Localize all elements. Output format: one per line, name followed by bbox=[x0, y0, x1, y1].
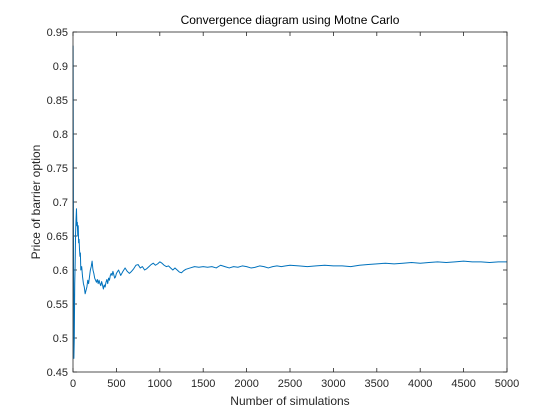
plot-frame bbox=[72, 31, 508, 373]
y-tick-label: 0.65 bbox=[47, 231, 68, 243]
y-tick-label: 0.7 bbox=[53, 197, 68, 209]
x-tick-label: 1500 bbox=[191, 378, 215, 390]
x-tick-label: 500 bbox=[107, 378, 125, 390]
x-tick-label: 3000 bbox=[321, 378, 345, 390]
y-axis-label: Price of barrier option bbox=[29, 145, 43, 260]
x-tick-label: 0 bbox=[70, 378, 76, 390]
y-tick-label: 0.8 bbox=[53, 129, 68, 141]
series-line-price bbox=[72, 45, 507, 359]
chart-title: Convergence diagram using Motne Carlo bbox=[181, 13, 400, 27]
y-tick-label: 0.75 bbox=[47, 163, 68, 175]
x-axis-ticks: 0 500 1000 1500 2000 2500 3000 3500 4000 4500 5000 bbox=[70, 32, 519, 390]
x-tick-label: 3500 bbox=[365, 378, 389, 390]
y-tick-label: 0.5 bbox=[53, 333, 68, 345]
y-tick-label: 0.45 bbox=[47, 367, 68, 379]
x-tick-label: 2500 bbox=[278, 378, 302, 390]
y-tick-label: 0.9 bbox=[53, 61, 68, 73]
y-tick-label: 0.6 bbox=[53, 265, 68, 277]
x-tick-label: 4500 bbox=[451, 378, 475, 390]
x-axis-label: Number of simulations bbox=[230, 394, 349, 408]
x-tick-label: 2000 bbox=[234, 378, 258, 390]
x-tick-label: 4000 bbox=[408, 378, 432, 390]
x-tick-label: 1000 bbox=[148, 378, 172, 390]
y-tick-label: 0.85 bbox=[47, 95, 68, 107]
y-tick-label: 0.95 bbox=[47, 27, 68, 39]
x-tick-label: 5000 bbox=[495, 378, 519, 390]
y-axis-ticks: 0.45 0.5 0.55 0.6 0.65 0.7 0.75 0.8 0.85 0.9 0.95 bbox=[47, 27, 507, 379]
plot-background bbox=[73, 32, 507, 372]
y-tick-label: 0.55 bbox=[47, 299, 68, 311]
